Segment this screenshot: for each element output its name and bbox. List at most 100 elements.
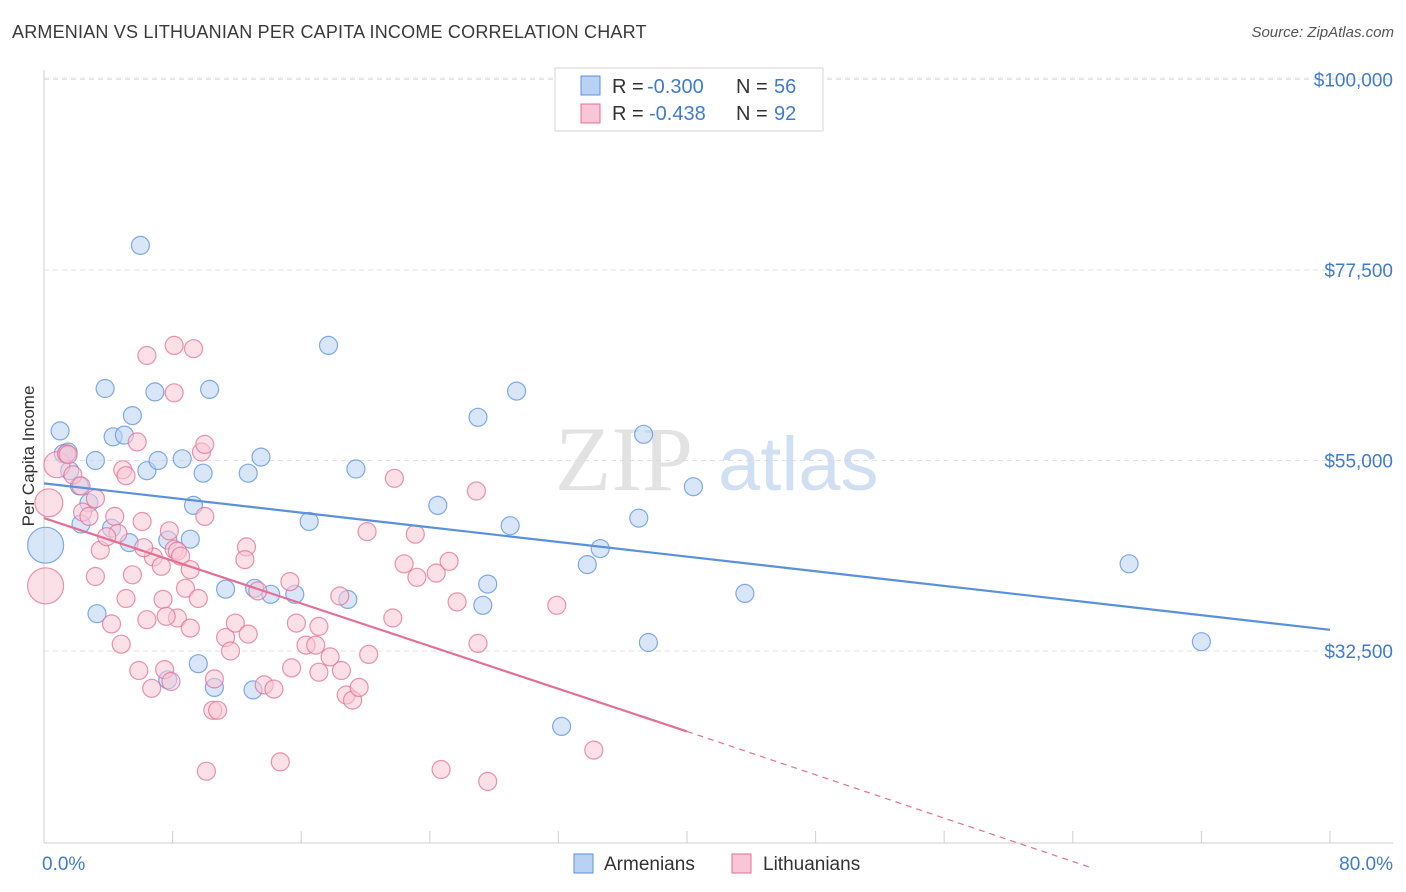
lithuanian-point	[282, 658, 302, 678]
armenian-point	[172, 449, 192, 469]
y-tick-label: $100,000	[1314, 71, 1393, 92]
armenian-point	[95, 378, 115, 399]
armenian-point	[188, 654, 208, 674]
lithuanian-point	[85, 489, 106, 509]
armenian-point	[478, 574, 498, 594]
y-tick-label: $32,500	[1324, 642, 1393, 663]
lithuanian-point	[208, 700, 228, 720]
lithuanian-trend-line	[43, 517, 688, 733]
armenian-point	[216, 579, 236, 599]
armenian-point	[590, 538, 610, 559]
lithuanian-point	[161, 671, 181, 692]
lithuanian-point	[309, 662, 329, 682]
armenian-point	[500, 516, 520, 536]
lithuanian-point	[137, 345, 157, 366]
armenian-point	[629, 508, 649, 528]
lithuanian-point	[132, 511, 152, 532]
lithuanian-point	[383, 608, 403, 628]
legend-n-label-armenians: N =	[736, 76, 768, 98]
armenian-point	[506, 381, 527, 401]
legend-bottom-swatch-armenians	[573, 853, 594, 874]
armenian-point	[551, 716, 572, 737]
armenian-point	[346, 459, 366, 479]
legend-top: R = -0.300 N = 56 R = -0.438 N = 92	[554, 67, 824, 132]
y-tick-labels: $100,000 $77,500 $55,000 $32,500	[1314, 71, 1393, 664]
lithuanian-point	[270, 752, 290, 772]
lithuanian-point	[142, 678, 162, 698]
lithuanian-point	[196, 761, 216, 781]
lithuanian-point	[225, 613, 245, 633]
watermark-zip: ZIP	[555, 408, 693, 510]
lithuanian-point	[547, 595, 567, 615]
lithuanian-point	[405, 524, 425, 544]
chart-title: ARMENIAN VS LITHUANIAN PER CAPITA INCOME…	[12, 22, 647, 42]
y-axis-label: Per Capita Income	[19, 386, 38, 527]
lithuanian-point	[180, 618, 200, 638]
legend-bottom-swatch-lithuanians	[731, 853, 752, 874]
lithuanian-point	[264, 679, 284, 699]
lithuanian-point	[468, 633, 488, 654]
lithuanian-point	[79, 506, 99, 527]
lithuanian-point	[195, 434, 215, 454]
lithuanian-point	[122, 565, 142, 585]
lithuanian-point	[175, 578, 196, 598]
lithuanian-point	[164, 383, 184, 403]
lithuanian-point	[238, 624, 258, 644]
legend-r-value-lithuanians: -0.438	[649, 103, 706, 125]
armenian-point	[683, 477, 704, 497]
lithuanian-point	[331, 660, 351, 681]
lithuanian-trend-line-extension	[686, 730, 1090, 868]
lithuanian-point	[171, 546, 191, 566]
data-points	[26, 235, 1212, 792]
lithuanian-point	[220, 641, 241, 661]
armenian-point	[238, 463, 258, 483]
armenian-point	[1191, 632, 1212, 652]
legend-n-label-lithuanians: N =	[736, 103, 768, 125]
trend-lines	[43, 482, 1331, 868]
lithuanian-point	[153, 589, 173, 610]
legend-swatch-lithuanians	[580, 103, 601, 124]
armenian-point	[180, 529, 200, 549]
armenian-point	[85, 450, 106, 471]
lithuanian-point	[439, 551, 459, 571]
lithuanian-point	[447, 592, 467, 612]
y-tick-label: $77,500	[1324, 261, 1393, 282]
armenian-point	[251, 447, 271, 467]
lithuanian-point	[156, 606, 176, 626]
legend-r-label-lithuanians: R =	[612, 103, 644, 125]
lithuanian-point	[85, 566, 106, 587]
legend-bottom-label-armenians: Armenians	[604, 854, 695, 875]
lithuanian-point	[235, 549, 255, 570]
armenian-point	[468, 407, 488, 427]
lithuanian-point	[357, 521, 377, 542]
armenian-point	[26, 526, 65, 564]
lithuanian-point	[26, 567, 65, 605]
lithuanian-point	[195, 506, 215, 527]
lithuanian-point	[584, 740, 604, 760]
armenian-point	[200, 379, 220, 399]
armenian-point	[735, 583, 755, 604]
x-tick-label-max: 80.0%	[1339, 854, 1393, 875]
armenian-point	[577, 554, 597, 575]
armenian-point	[50, 421, 70, 441]
lithuanian-point	[58, 445, 78, 465]
lithuanian-point	[116, 466, 136, 486]
armenian-point	[148, 450, 168, 471]
lithuanian-point	[330, 586, 350, 606]
legend-n-value-lithuanians: 92	[774, 103, 796, 125]
armenian-point	[145, 382, 165, 402]
armenian-point	[87, 604, 107, 624]
lithuanian-point	[394, 554, 414, 574]
armenian-point	[638, 632, 659, 653]
axes	[43, 70, 1393, 844]
armenian-point	[473, 595, 493, 615]
lithuanian-point	[306, 635, 326, 655]
lithuanian-point	[129, 660, 149, 681]
armenian-point	[318, 335, 339, 355]
lithuanian-point	[286, 613, 306, 633]
lithuanian-point	[309, 616, 329, 637]
y-tick-label: $55,000	[1324, 452, 1393, 473]
legend-bottom-label-lithuanians: Lithuanians	[763, 854, 860, 875]
armenian-point	[1119, 554, 1139, 574]
